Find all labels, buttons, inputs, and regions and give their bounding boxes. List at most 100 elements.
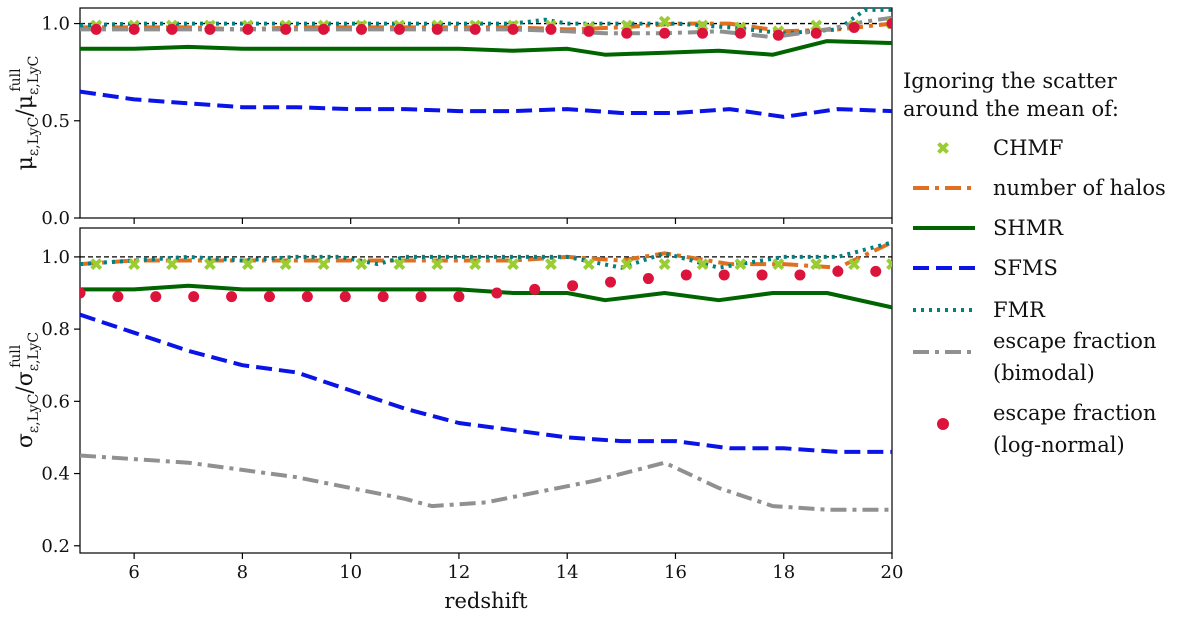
point-escape-fraction-log-normal: [621, 27, 633, 39]
bottom-panel: 0.2 0.4 0.6 0.8 1.0 6 8 10 12 14 16 18 20 σε,LyC/σε,…: [8, 227, 903, 613]
point-escape-fraction-log-normal: [301, 291, 313, 303]
point-escape-fraction-log-normal: [529, 283, 541, 295]
point-escape-fraction-log-normal: [832, 265, 844, 277]
point-escape-fraction-log-normal: [605, 276, 617, 288]
point-escape-fraction-log-normal: [377, 291, 389, 303]
legend-label-sfms: SFMS: [993, 256, 1058, 280]
point-chmf: [620, 258, 633, 271]
point-escape-fraction-log-normal: [697, 27, 709, 39]
point-chmf: [658, 258, 671, 271]
legend-label-number-of-halos: number of halos: [993, 176, 1166, 200]
top-panel: 0.0 0.5 1.0 με,LyC/με,LyCfull: [8, 7, 893, 229]
legend-title-line2: around the mean of:: [903, 97, 1119, 121]
bottom-y-axis-label: σε,LyC/σε,LyCfull: [8, 332, 42, 448]
legend-entry-chmf: CHMF: [937, 136, 1063, 160]
y-tick-label: 0.5: [41, 111, 70, 132]
legend-entry-escape-fraction-log-normal: escape fraction (log-normal): [937, 401, 1156, 457]
point-escape-fraction-log-normal: [112, 291, 124, 303]
point-escape-fraction-log-normal: [507, 23, 519, 35]
legend-label-escape-fraction-log-normal-line2: (log-normal): [993, 433, 1125, 457]
point-escape-fraction-log-normal: [659, 27, 671, 39]
x-tick-label: 8: [237, 562, 248, 583]
legend-label-chmf: CHMF: [993, 136, 1063, 160]
series-escape-fraction-log-normal: [80, 265, 882, 303]
point-escape-fraction-log-normal: [128, 23, 140, 35]
point-escape-fraction-log-normal: [810, 27, 822, 39]
bottom-axis-ticks: 0.2 0.4 0.6 0.8 1.0 6 8 10 12 14 16 18 20: [41, 247, 903, 583]
point-escape-fraction-log-normal: [642, 273, 654, 285]
point-escape-fraction-log-normal: [469, 23, 481, 35]
y-tick-label: 0.4: [41, 464, 70, 485]
legend-label-escape-fraction-log-normal: escape fraction: [993, 401, 1156, 425]
legend-handle-escape-fraction-log-normal: [937, 418, 949, 430]
point-escape-fraction-log-normal: [794, 269, 806, 281]
x-axis-label: redshift: [444, 589, 528, 613]
x-tick-label: 6: [128, 562, 139, 583]
y-tick-label: 1.0: [41, 247, 70, 268]
point-escape-fraction-log-normal: [263, 291, 275, 303]
x-tick-label: 14: [556, 562, 579, 583]
point-escape-fraction-log-normal: [718, 269, 730, 281]
point-escape-fraction-log-normal: [415, 291, 427, 303]
x-tick-label: 12: [447, 562, 470, 583]
x-tick-label: 20: [881, 562, 904, 583]
point-escape-fraction-log-normal: [756, 269, 768, 281]
bottom-series-group: [80, 240, 892, 512]
point-chmf: [582, 258, 595, 271]
point-escape-fraction-log-normal: [355, 23, 367, 35]
point-escape-fraction-log-normal: [453, 291, 465, 303]
line-number-of-halos: [80, 240, 892, 270]
line-shmr: [80, 39, 892, 57]
point-chmf: [393, 258, 406, 271]
point-chmf: [734, 258, 747, 271]
point-chmf: [658, 15, 671, 28]
point-chmf: [620, 19, 633, 32]
x-tick-label: 16: [664, 562, 687, 583]
top-y-axis-label: με,LyC/με,LyCfull: [8, 56, 42, 171]
series-number-of-halos: [80, 240, 892, 270]
line-escape-fraction-bimodal: [80, 15, 892, 40]
legend-label-fmr: FMR: [993, 298, 1046, 322]
line-sfms: [80, 312, 892, 454]
point-escape-fraction-log-normal: [491, 287, 503, 299]
x-tick-label: 18: [772, 562, 795, 583]
point-chmf: [810, 19, 823, 32]
point-chmf: [469, 258, 482, 271]
point-chmf: [545, 258, 557, 271]
point-chmf: [355, 258, 368, 271]
point-escape-fraction-log-normal: [848, 21, 860, 33]
point-chmf: [241, 258, 254, 271]
series-shmr: [80, 39, 892, 57]
line-sfms: [80, 89, 892, 119]
legend-label-shmr: SHMR: [993, 216, 1064, 240]
point-escape-fraction-log-normal: [431, 23, 443, 35]
point-escape-fraction-log-normal: [772, 29, 784, 41]
point-chmf: [772, 258, 785, 271]
point-escape-fraction-log-normal: [188, 291, 200, 303]
legend-title-line1: Ignoring the scatter: [903, 69, 1118, 93]
point-escape-fraction-log-normal: [680, 269, 692, 281]
point-chmf: [810, 258, 823, 271]
point-escape-fraction-log-normal: [318, 23, 330, 35]
series-escape-fraction-bimodal: [80, 453, 892, 512]
point-chmf: [90, 258, 103, 271]
point-escape-fraction-log-normal: [166, 23, 178, 35]
legend-entry-shmr: SHMR: [913, 216, 1064, 240]
point-escape-fraction-log-normal: [80, 287, 86, 299]
line-escape-fraction-bimodal: [80, 453, 892, 512]
point-escape-fraction-log-normal: [734, 27, 746, 39]
x-tick-label: 10: [339, 562, 362, 583]
point-escape-fraction-log-normal: [242, 23, 254, 35]
series-escape-fraction-bimodal: [80, 15, 892, 40]
series-shmr: [80, 283, 892, 310]
line-shmr: [80, 283, 892, 310]
legend-entry-escape-fraction-bimodal: escape fraction (bimodal): [913, 329, 1156, 385]
point-escape-fraction-log-normal: [280, 23, 292, 35]
y-tick-label: 0.2: [41, 536, 70, 557]
top-axes-frame: [79, 7, 893, 219]
point-escape-fraction-log-normal: [204, 23, 216, 35]
series-chmf: [90, 258, 892, 271]
legend-entry-sfms: SFMS: [913, 256, 1058, 280]
